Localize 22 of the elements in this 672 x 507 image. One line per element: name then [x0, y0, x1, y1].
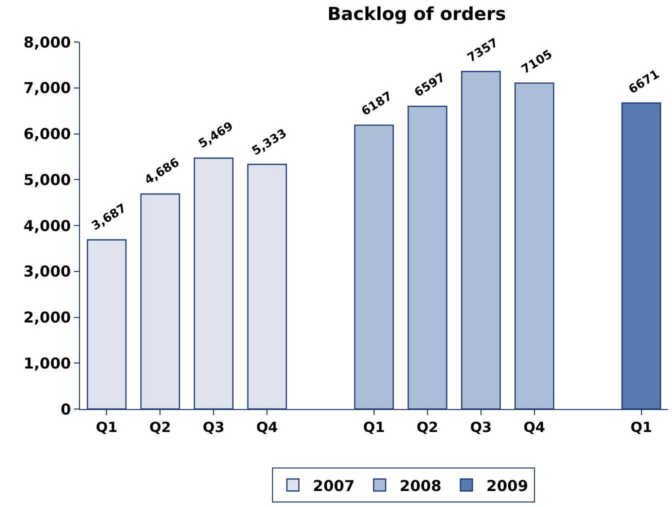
- y-tick-label: 7,000: [24, 79, 71, 98]
- chart-title: Backlog of orders: [327, 4, 506, 26]
- legend-label: 2008: [400, 476, 442, 495]
- y-tick-label: 0: [60, 400, 71, 418]
- x-tick-label: Q2: [416, 420, 438, 436]
- y-tick-label: 4,000: [24, 216, 71, 235]
- legend-label: 2007: [312, 476, 355, 495]
- x-tick-label: Q1: [96, 420, 118, 436]
- y-tick-label: 5,000: [24, 170, 71, 189]
- y-tick-label: 2,000: [24, 308, 71, 326]
- x-tick-label: Q2: [149, 420, 172, 436]
- x-tick-label: Q4: [524, 420, 546, 436]
- x-tick-label: Q3: [470, 420, 492, 436]
- y-tick-label: 6,000: [24, 125, 71, 143]
- x-tick-label: Q4: [256, 420, 278, 436]
- x-tick-label: Q3: [202, 420, 224, 436]
- legend-label: 2009: [486, 476, 528, 495]
- y-tick-label: 8,000: [24, 33, 71, 52]
- x-tick-label: Q1: [630, 420, 652, 436]
- y-tick-label: 3,000: [24, 262, 71, 281]
- y-tick-label: 1,000: [24, 354, 71, 372]
- x-tick-label: Q1: [363, 420, 385, 436]
